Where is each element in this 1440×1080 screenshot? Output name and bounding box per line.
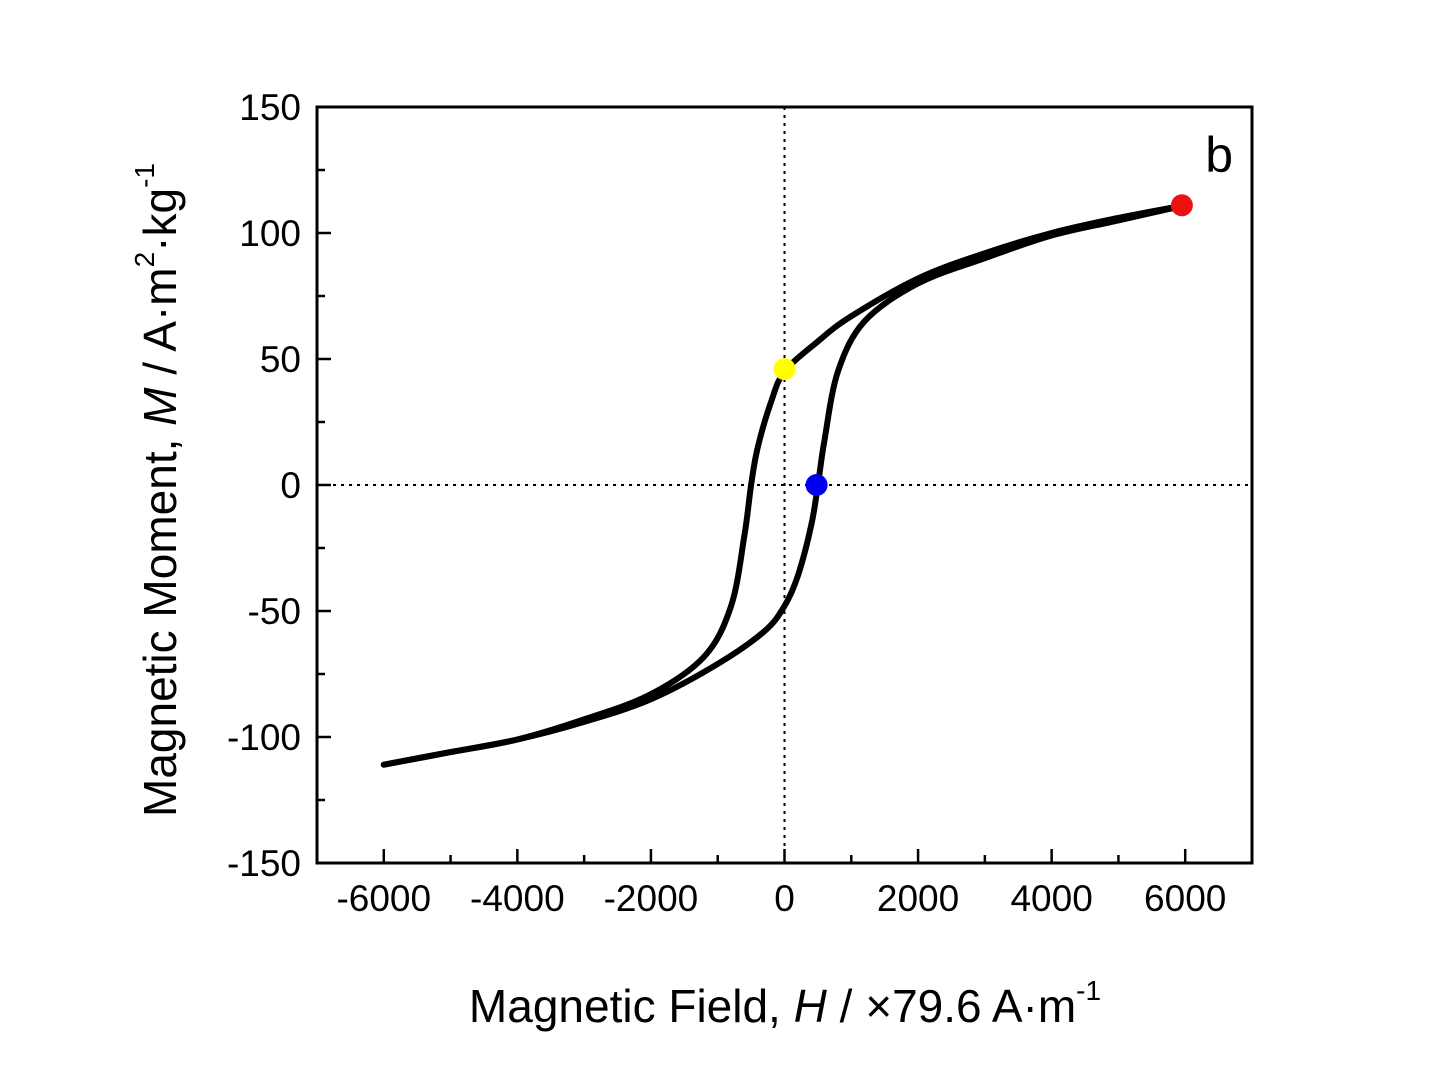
x-tick-label: 4000 <box>1010 878 1092 919</box>
saturation-marker <box>1170 194 1193 217</box>
y-tick-label: 50 <box>260 339 301 380</box>
plot-frame <box>315 105 1254 865</box>
x-tick-label: 2000 <box>877 878 959 919</box>
x-axis-title-prefix: Magnetic Field, <box>469 980 794 1032</box>
y-axis-title-symbol: M <box>134 387 186 426</box>
x-tick-label: 6000 <box>1144 878 1226 919</box>
coercivity-marker <box>805 474 828 496</box>
reference-lines <box>317 107 1252 863</box>
ascending-branch-line <box>380 202 1189 768</box>
x-tick-label: 0 <box>774 878 795 919</box>
y-tick-label: 0 <box>280 465 301 506</box>
y-tick-label: -50 <box>248 591 301 632</box>
x-axis-title-symbol: H <box>794 980 828 1032</box>
y-axis-title-exp1: 2 <box>129 252 160 268</box>
y-axis-title-exp2: -1 <box>129 163 160 188</box>
series-lines <box>380 202 1189 768</box>
x-tick-label: -6000 <box>336 878 431 919</box>
y-axis-title: Magnetic Moment, M / A·m2·kg-1 <box>129 163 186 817</box>
x-axis-title-suffix: / ×79.6 A·m <box>827 980 1076 1032</box>
y-tick-label: 100 <box>239 213 301 254</box>
y-axis-title-prefix: Magnetic Moment, <box>134 426 186 817</box>
y-tick-label: 150 <box>239 87 301 128</box>
x-tick-label: -2000 <box>604 878 699 919</box>
x-tick-label: -4000 <box>470 878 565 919</box>
y-tick-label: -100 <box>227 717 301 758</box>
panel-label: b <box>1205 127 1233 183</box>
remanence-marker <box>773 358 796 381</box>
y-axis-title-kg: ·kg <box>134 188 186 252</box>
y-tick-label: -150 <box>227 843 301 884</box>
y-axis-title-middle: / A·m <box>134 267 186 387</box>
data-markers <box>773 194 1193 496</box>
tick-labels: -6000 -4000 -2000 0 2000 4000 6000 -150 -100 -50 0… <box>227 87 1226 919</box>
x-axis-title-exponent: -1 <box>1076 975 1101 1006</box>
x-axis-title: Magnetic Field, H / ×79.6 A·m-1 <box>469 975 1101 1032</box>
